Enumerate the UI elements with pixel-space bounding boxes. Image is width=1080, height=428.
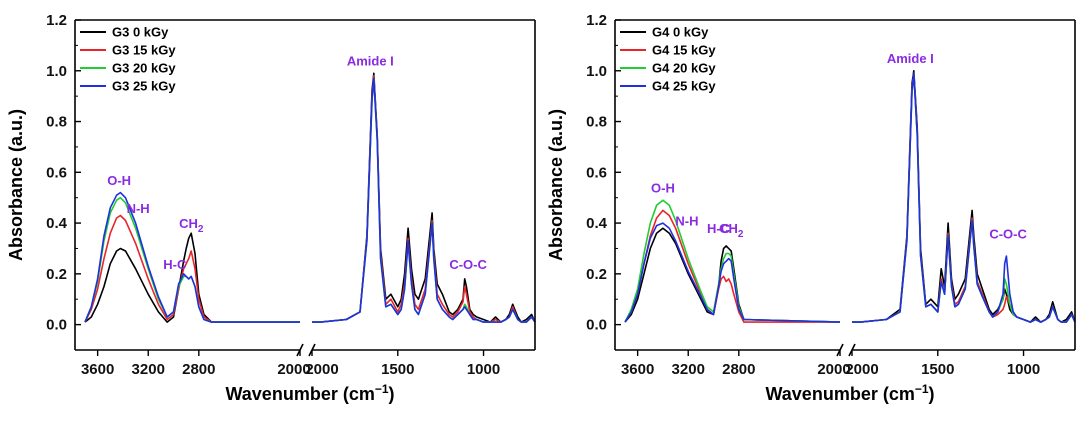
x-axis-title: Wavenumber (cm−1) xyxy=(225,382,394,404)
series-line-2-segment-b xyxy=(852,72,1076,323)
ftir-chart-g4: 0.0 0.2 0.4 0.6 0.8 1.0 1.2 3600 3200 2800 2000200… xyxy=(546,12,1076,404)
peak-annotation: CH2 xyxy=(719,221,744,240)
series-line-1-segment-b xyxy=(852,72,1076,323)
x-tick-label: 1500 xyxy=(381,361,414,378)
x-tick-label: 1000 xyxy=(1007,361,1040,378)
x-tick-label: 2000 xyxy=(817,361,850,378)
peak-annotation: C-O-C xyxy=(449,257,487,272)
x-tick-label: 3600 xyxy=(81,361,114,378)
peak-annotation: O-H xyxy=(107,173,131,188)
series-line-1-segment-a xyxy=(84,214,300,323)
peak-annotation: N-H xyxy=(127,201,150,216)
x-tick-label: 3200 xyxy=(672,361,705,378)
peak-annotation: N-H xyxy=(675,214,698,229)
x-tick-label: 3600 xyxy=(621,361,654,378)
x-tick-label: 2000 xyxy=(845,361,878,378)
series-line-0-segment-b xyxy=(852,70,1076,323)
y-tick-label: 0.0 xyxy=(586,317,607,334)
y-axis-title: Absorbance (a.u.) xyxy=(6,109,26,261)
peak-annotation: CH2 xyxy=(179,216,204,235)
x-axis-title: Wavenumber (cm−1) xyxy=(765,382,934,404)
ftir-chart-g3: 0.0 0.2 0.4 0.6 0.8 1.0 1.2 3600 3200 2800 2000200… xyxy=(6,12,536,404)
y-tick-label: 0.2 xyxy=(46,266,67,283)
peak-annotation: C-O-C xyxy=(989,226,1027,241)
series-line-0-segment-b xyxy=(312,72,536,323)
y-axis-title: Absorbance (a.u.) xyxy=(546,109,566,261)
x-tick-label: 2800 xyxy=(182,361,215,378)
y-tick-label: 0.2 xyxy=(586,266,607,283)
y-tick-label: 0.0 xyxy=(46,317,67,334)
legend-label: G4 15 kGy xyxy=(652,43,716,58)
legend-label: G3 15 kGy xyxy=(112,43,176,58)
legend-label: G3 25 kGy xyxy=(112,79,176,94)
x-tick-label: 2000 xyxy=(277,361,310,378)
peak-annotation: H-C xyxy=(163,257,187,272)
peak-annotation: Amide I xyxy=(347,54,394,69)
y-tick-label: 1.0 xyxy=(46,63,67,80)
y-tick-label: 0.4 xyxy=(46,215,68,232)
series-line-0-segment-a xyxy=(84,232,300,323)
series-line-3-segment-b xyxy=(312,77,536,323)
y-tick-label: 0.6 xyxy=(586,164,607,181)
peak-annotation: O-H xyxy=(651,181,675,196)
peak-annotation: Amide I xyxy=(887,51,934,66)
y-tick-label: 1.0 xyxy=(586,63,607,80)
series-line-3-segment-b xyxy=(852,72,1076,323)
y-tick-label: 1.2 xyxy=(586,12,607,29)
legend-label: G4 0 kGy xyxy=(652,25,709,40)
x-tick-label: 2800 xyxy=(722,361,755,378)
y-tick-label: 0.8 xyxy=(586,114,607,131)
series-line-3-segment-a xyxy=(84,191,300,323)
legend-label: G3 0 kGy xyxy=(112,25,169,40)
x-tick-label: 2000 xyxy=(305,361,338,378)
y-tick-label: 1.2 xyxy=(46,12,67,29)
legend-label: G4 25 kGy xyxy=(652,79,716,94)
series-line-3-segment-a xyxy=(624,222,841,323)
y-tick-label: 0.4 xyxy=(586,215,608,232)
x-tick-label: 1500 xyxy=(921,361,954,378)
y-tick-label: 0.8 xyxy=(46,114,67,131)
legend-label: G4 20 kGy xyxy=(652,61,716,76)
x-tick-label: 1000 xyxy=(467,361,500,378)
x-tick-label: 3200 xyxy=(132,361,165,378)
legend-label: G3 20 kGy xyxy=(112,61,176,76)
peak-annotation: H-C xyxy=(707,221,731,236)
y-tick-label: 0.6 xyxy=(46,164,67,181)
